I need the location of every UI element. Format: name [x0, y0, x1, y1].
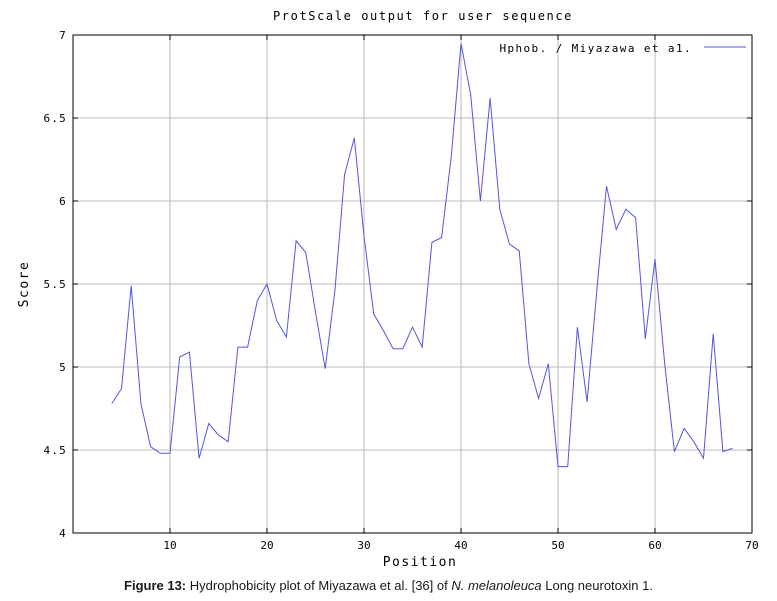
y-tick-label: 5.5: [44, 278, 67, 291]
legend-label: Hphob. / Miyazawa et a1.: [499, 42, 692, 55]
y-tick-label: 4.5: [44, 444, 67, 457]
y-tick-label: 6: [59, 195, 67, 208]
x-tick-label: 30: [357, 539, 370, 552]
figure-label: Figure 13:: [124, 578, 187, 593]
y-tick-label: 6.5: [44, 112, 67, 125]
x-tick-label: 40: [454, 539, 467, 552]
y-tick-label: 4: [59, 527, 67, 540]
legend: Hphob. / Miyazawa et a1.: [499, 42, 746, 55]
caption-text-before: Hydrophobicity plot of Miyazawa et al. […: [186, 578, 452, 593]
grid: [73, 35, 752, 533]
x-axis-label: Position: [383, 555, 458, 570]
x-tick-label: 70: [745, 539, 758, 552]
x-tick-label: 60: [648, 539, 661, 552]
y-axis-ticks: 4 4.5 5 5.5 6 6.5 7: [44, 29, 752, 540]
y-tick-label: 5: [59, 361, 67, 374]
caption-text-after: Long neurotoxin 1.: [541, 578, 653, 593]
y-axis-label: Score: [17, 261, 32, 308]
series-line-0: [111, 43, 733, 468]
y-tick-label: 7: [59, 29, 67, 42]
x-axis-ticks: 10 20 30 40 50 60 70: [163, 35, 759, 552]
species-name: N. melanoleuca: [451, 578, 542, 593]
x-tick-label: 10: [163, 539, 176, 552]
x-tick-label: 50: [551, 539, 564, 552]
series-group: [111, 43, 733, 468]
x-tick-label: 20: [260, 539, 273, 552]
chart-title: ProtScale output for user sequence: [273, 9, 573, 23]
figure-caption: Figure 13: Hydrophobicity plot of Miyaza…: [0, 578, 777, 593]
